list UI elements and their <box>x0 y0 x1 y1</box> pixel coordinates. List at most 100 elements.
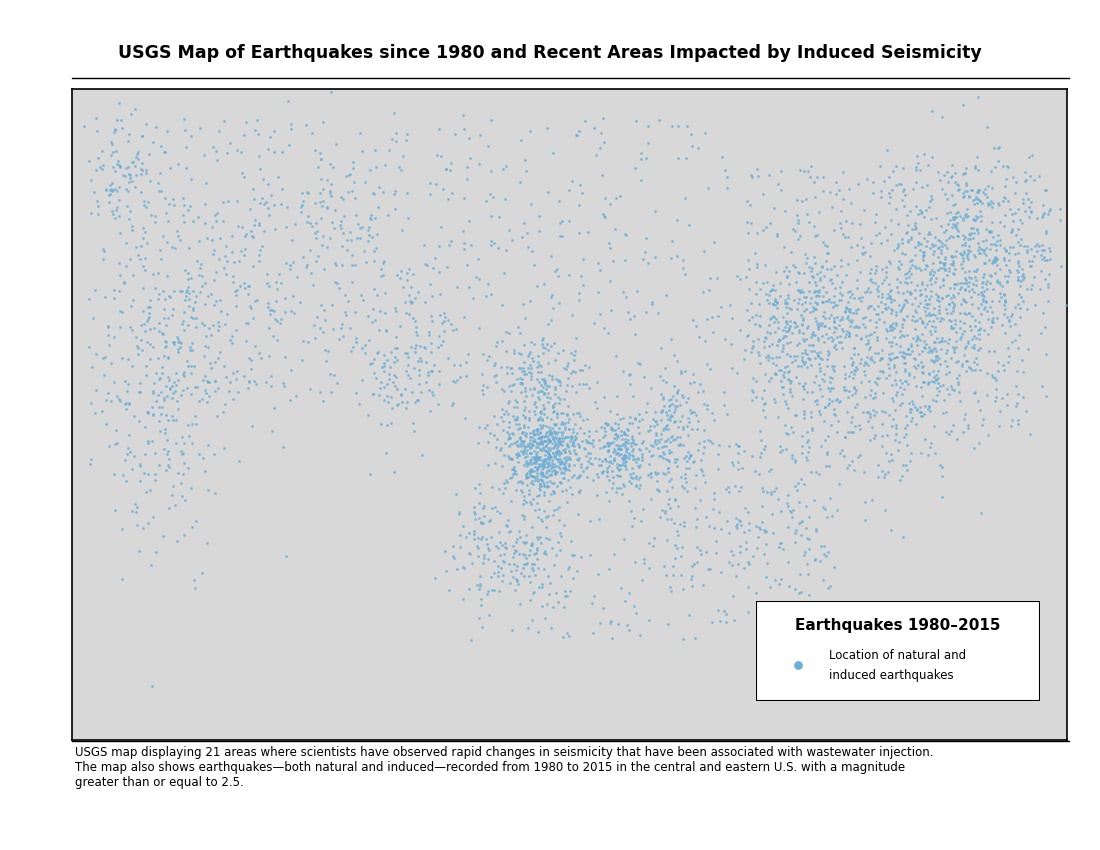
Point <box>521 294 539 308</box>
Point <box>521 440 539 454</box>
Point <box>744 393 761 406</box>
Point <box>156 145 174 159</box>
Point <box>977 277 994 291</box>
Point <box>947 340 965 354</box>
Point <box>521 463 539 477</box>
Point <box>134 303 152 317</box>
Point <box>528 449 546 462</box>
Point <box>446 128 463 141</box>
Point <box>957 167 975 180</box>
Point <box>524 354 541 368</box>
Point <box>548 452 565 466</box>
Point <box>498 396 516 410</box>
Point <box>906 322 924 336</box>
Point <box>433 316 451 330</box>
Point <box>103 204 121 218</box>
Point <box>402 340 419 354</box>
Point <box>315 326 332 339</box>
Point <box>748 258 766 271</box>
Point <box>848 280 866 294</box>
Point <box>1040 241 1057 255</box>
Point <box>239 382 256 395</box>
Point <box>584 626 602 640</box>
Point <box>157 338 175 352</box>
Point <box>236 242 254 256</box>
Point <box>317 354 334 367</box>
Point <box>480 436 497 450</box>
Point <box>156 191 174 205</box>
Point <box>466 512 484 525</box>
Point <box>517 367 535 381</box>
Point <box>150 184 167 198</box>
Point <box>867 347 884 360</box>
Point <box>417 258 434 271</box>
Point <box>1009 413 1026 427</box>
Point <box>944 254 961 268</box>
Point <box>617 454 635 468</box>
Point <box>976 257 993 270</box>
Point <box>986 252 1003 266</box>
Point <box>673 540 691 553</box>
Point <box>332 190 350 204</box>
Point <box>833 443 850 456</box>
Point <box>539 337 557 351</box>
Point <box>903 253 921 267</box>
Point <box>535 388 552 401</box>
Point <box>549 374 566 388</box>
Point <box>724 311 741 325</box>
Point <box>517 389 535 403</box>
Point <box>576 115 594 128</box>
Point <box>422 309 440 323</box>
Point <box>1018 186 1035 200</box>
Point <box>873 263 891 276</box>
Point <box>920 402 937 416</box>
Point <box>917 289 935 303</box>
Point <box>547 418 564 432</box>
Point <box>772 504 790 518</box>
Point <box>805 376 823 389</box>
Point <box>774 331 792 344</box>
Text: USGS map displaying 21 areas where scientists have observed rapid changes in sei: USGS map displaying 21 areas where scien… <box>75 746 933 790</box>
Point <box>922 284 939 298</box>
Point <box>136 252 154 265</box>
Point <box>100 338 118 352</box>
Point <box>771 333 789 347</box>
Point <box>461 131 478 145</box>
Point <box>773 381 791 394</box>
Point <box>877 220 894 234</box>
Point <box>631 173 649 187</box>
Point <box>531 378 549 392</box>
Point <box>543 464 561 478</box>
Point <box>681 403 698 416</box>
Point <box>632 513 650 527</box>
Point <box>647 414 664 428</box>
Point <box>794 311 812 325</box>
Point <box>492 410 509 423</box>
Point <box>271 267 288 280</box>
Point <box>767 326 784 339</box>
Point <box>781 385 799 399</box>
Point <box>165 387 183 400</box>
Point <box>595 439 613 452</box>
Point <box>746 464 763 478</box>
Point <box>953 280 970 293</box>
Point <box>397 365 415 378</box>
Point <box>873 287 891 301</box>
Point <box>785 293 803 307</box>
Point <box>616 450 634 464</box>
Point <box>522 197 540 211</box>
Point <box>551 526 569 540</box>
Point <box>993 318 1011 332</box>
Point <box>109 201 126 214</box>
Point <box>716 332 734 345</box>
Point <box>909 337 926 351</box>
Point <box>616 456 634 469</box>
Point <box>515 338 532 352</box>
Point <box>591 141 608 155</box>
Point <box>172 336 189 349</box>
Point <box>512 347 529 360</box>
Point <box>657 434 674 448</box>
Point <box>844 454 861 468</box>
Point <box>156 427 174 440</box>
Point <box>1034 307 1052 320</box>
